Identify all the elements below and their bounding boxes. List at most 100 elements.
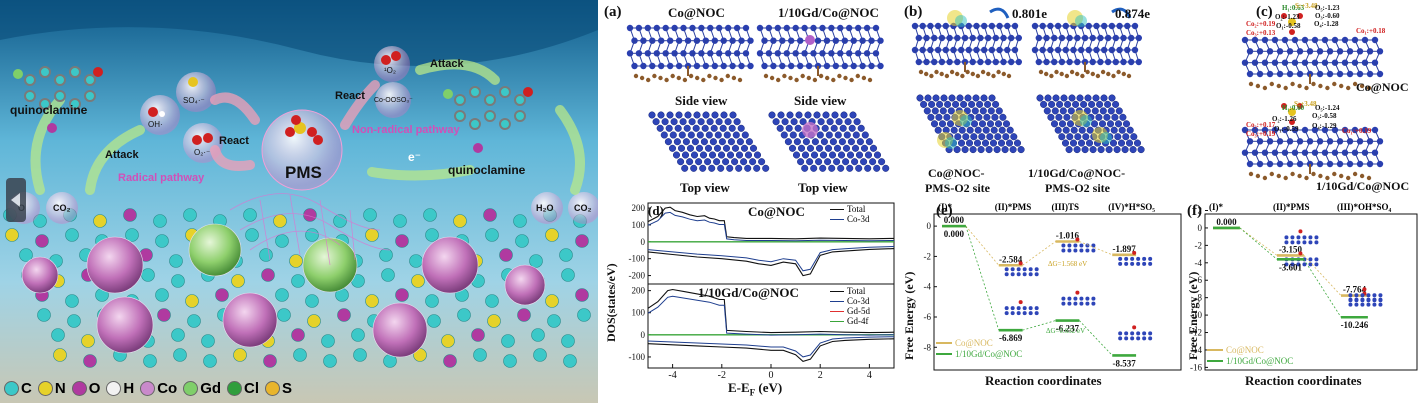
slab-atom <box>943 113 951 121</box>
slab-atom <box>815 144 824 152</box>
slab-atom <box>781 118 789 126</box>
slab-atom <box>806 144 815 152</box>
slab-atom <box>994 133 1002 141</box>
slab-atom <box>1082 133 1090 141</box>
slab-atom <box>1097 146 1105 154</box>
slab-atom <box>1130 261 1135 266</box>
slab-atom <box>1040 100 1048 108</box>
slab-atom <box>1284 262 1289 267</box>
slab-atom <box>829 138 837 146</box>
energy-ytick-label: -10 <box>1190 310 1202 320</box>
charge-label: O₃:-0.60 <box>1315 12 1340 20</box>
lattice-atom <box>353 348 367 362</box>
lattice-atom <box>93 214 107 228</box>
slab-atom <box>934 46 942 54</box>
slab-atom <box>1073 248 1078 253</box>
oxygen-atom <box>1362 287 1367 292</box>
legend-item: Co <box>140 380 177 397</box>
carbon-atom <box>867 77 873 83</box>
rotate-arrow-icon <box>1111 7 1132 19</box>
slab-atom <box>690 164 698 172</box>
carbon-atom <box>1269 171 1274 177</box>
slab-atom <box>1128 34 1135 42</box>
slab-atom <box>856 138 864 146</box>
slab-atom <box>1061 248 1066 253</box>
slab-atom <box>1073 146 1081 154</box>
slab-atom <box>1061 301 1066 306</box>
slab-atom <box>1296 235 1301 240</box>
slab-atom <box>837 24 844 32</box>
slab-atom <box>864 151 873 159</box>
dos-co3d-series <box>647 211 895 242</box>
slab-atom <box>997 139 1006 147</box>
carbon-atom <box>843 75 848 81</box>
nanoparticle <box>504 264 546 306</box>
slab-atom <box>653 24 660 32</box>
carbon-atom <box>918 69 924 75</box>
lattice-atom <box>277 308 291 322</box>
lattice-atom <box>123 208 137 222</box>
slab-atom <box>1129 146 1137 154</box>
slab-atom <box>682 138 690 146</box>
slab-atom <box>656 124 664 132</box>
carbon-atom <box>1276 83 1281 89</box>
carbon-atom <box>849 77 854 83</box>
energy-value-label: -3.150 <box>1279 244 1303 254</box>
slab-atom <box>690 151 699 159</box>
dos-total-series <box>647 338 895 363</box>
slab-atom <box>915 58 922 66</box>
slab-atom <box>980 94 988 102</box>
slab-atom <box>1051 34 1058 42</box>
lattice-atom <box>333 214 347 228</box>
slab-atom <box>1112 58 1119 66</box>
slab-atom <box>1360 298 1365 303</box>
energy-ytick-label: 2 <box>1198 206 1203 216</box>
carbon-atom <box>1085 69 1090 75</box>
charge-label: Co₃:+0.19 <box>1246 130 1276 138</box>
slab-atom <box>1114 133 1122 141</box>
lattice-atom <box>153 214 167 228</box>
lattice-atom <box>363 208 377 222</box>
slab-atom <box>783 50 790 57</box>
charge-density-cyan <box>960 115 972 127</box>
slab-atom <box>1354 298 1359 303</box>
panel-a-structures <box>626 24 890 172</box>
slab-atom <box>762 164 770 172</box>
dos-xtick-label: 4 <box>867 370 872 381</box>
carbon-atom <box>812 77 818 83</box>
carbon-atom <box>1332 171 1337 177</box>
panel-b-tag: (b) <box>904 4 923 20</box>
slab-atom <box>1302 235 1307 240</box>
lattice-atom <box>171 274 185 288</box>
panel-e-ylabel: Free Energy (eV) <box>902 271 916 360</box>
slab-atom <box>700 138 708 146</box>
carbon-atom <box>1352 171 1358 177</box>
slab-atom <box>801 24 808 32</box>
energy-connector <box>1022 320 1056 331</box>
nanoparticle <box>96 296 154 354</box>
slab-atom <box>675 37 683 44</box>
slab-atom <box>979 107 987 115</box>
energy-value-label: 0.000 <box>944 229 965 239</box>
lattice-atom <box>51 328 65 342</box>
slab-atom <box>938 120 947 128</box>
legend-item: Co-3d <box>830 214 870 224</box>
carbon-atom <box>1126 73 1132 79</box>
slab-atom <box>1122 133 1130 141</box>
slab-atom <box>708 151 717 159</box>
slab-atom <box>992 58 999 66</box>
legend-label: Total <box>847 204 866 214</box>
slab-atom <box>1054 126 1062 134</box>
panel-b: (b) 0.801e 0.874e Co@NOC- PMS-O2 site 1/… <box>900 0 1150 200</box>
slab-atom <box>1118 331 1123 336</box>
energy-ytick-label: -2 <box>924 251 932 261</box>
slab-atom <box>1308 235 1313 240</box>
scroll-handle[interactable] <box>6 178 26 222</box>
lattice-atom <box>243 208 257 222</box>
charge-label: H₁:0.63 <box>1282 4 1305 12</box>
legend-symbol: O <box>88 379 101 397</box>
energy-value-label: 0.000 <box>1216 217 1237 227</box>
slab-atom <box>846 164 854 172</box>
react-left-label: React <box>219 135 249 147</box>
slab-atom <box>987 107 995 115</box>
